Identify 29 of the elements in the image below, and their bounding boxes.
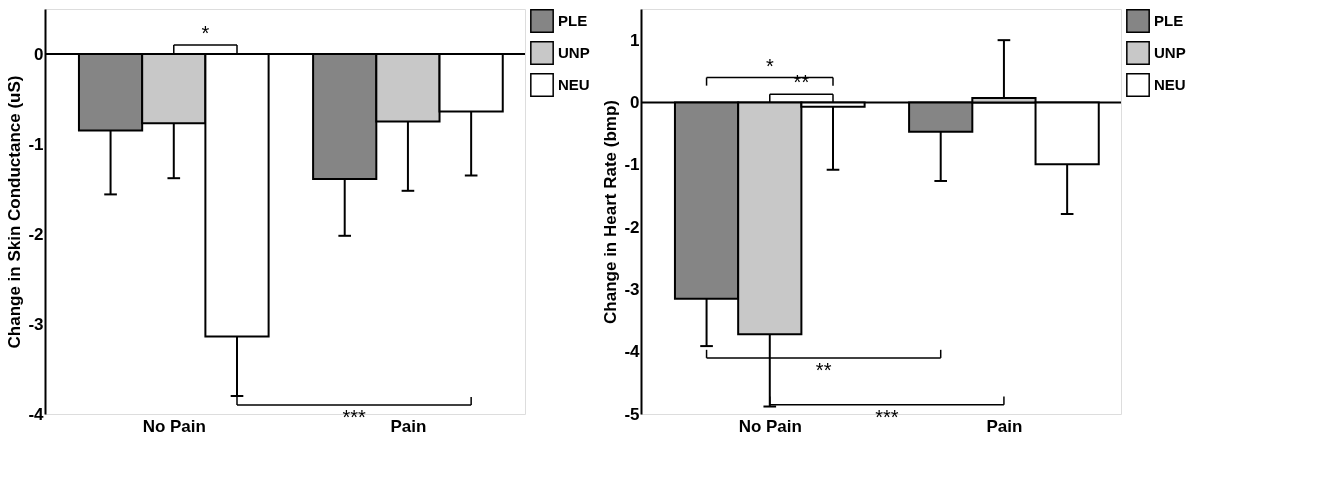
x-tick-label: Pain: [986, 416, 1023, 436]
y-tick-label: -1: [28, 134, 44, 154]
x-tick-label: No Pain: [738, 416, 802, 436]
annotation: *: [201, 22, 210, 44]
y-tick-label: -2: [624, 217, 640, 237]
y-tick-label: -4: [624, 342, 641, 362]
legend-label: NEU: [1154, 76, 1186, 93]
y-tick-label: -1: [624, 155, 640, 175]
y-axis-title: Change in Heart Rate (bmp): [601, 100, 621, 324]
x-tick-label: No Pain: [142, 416, 206, 436]
legend-label: UNP: [558, 44, 590, 61]
legend-label: PLE: [558, 12, 588, 29]
y-tick-label: -2: [28, 224, 44, 244]
legend-label: PLE: [1154, 12, 1184, 29]
y-axis-title: Change in Skin Conductance (uS): [5, 75, 25, 349]
y-tick-label: -4: [28, 404, 45, 424]
annotation: **: [815, 358, 832, 381]
annotation: ***: [875, 405, 899, 428]
y-tick-label: 1: [630, 30, 640, 50]
annotation: *: [765, 54, 774, 77]
y-tick-label: -3: [624, 279, 640, 299]
y-tick-label: -5: [624, 404, 640, 424]
y-tick-label: -3: [28, 314, 44, 334]
legend-label: NEU: [558, 76, 590, 93]
annotation: ***: [342, 406, 366, 428]
x-tick-label: Pain: [390, 416, 427, 436]
y-tick-label: 0: [630, 92, 640, 112]
y-tick-label: 0: [34, 44, 44, 64]
legend-label: UNP: [1154, 44, 1186, 61]
